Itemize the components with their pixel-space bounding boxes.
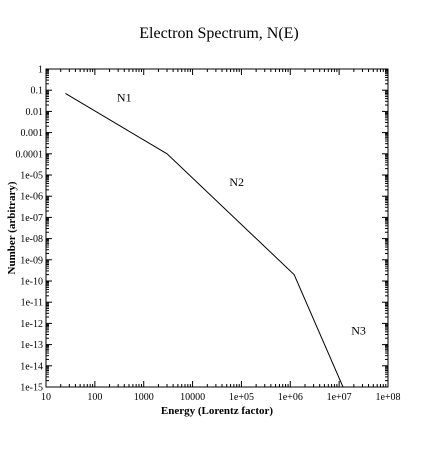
segment-annotation-n2: N2 — [229, 175, 244, 189]
y-tick-label: 1e-05 — [20, 171, 43, 182]
x-tick-label: 100 — [87, 392, 102, 403]
y-axis-ticks — [46, 68, 388, 388]
x-axis-title: Energy (Lorentz factor) — [161, 405, 274, 417]
x-tick-label: 1e+06 — [278, 392, 303, 403]
y-tick-label: 1e-11 — [21, 298, 43, 309]
x-tick-label: 1e+08 — [375, 392, 400, 403]
y-tick-label: 0.0001 — [16, 149, 44, 160]
y-tick-label: 1e-09 — [20, 255, 43, 266]
y-tick-label: 1e-10 — [20, 277, 43, 288]
y-tick-label: 1e-08 — [20, 234, 43, 245]
x-tick-label: 10000 — [180, 392, 205, 403]
chart-title: Electron Spectrum, N(E) — [139, 25, 299, 42]
y-axis-tick-labels: 1 0.1 0.01 0.001 0.0001 1e-05 1e-06 1e-07 1e-08 1… — [16, 65, 44, 394]
x-axis-tick-labels: 10 100 1000 10000 1e+05 1e+06 1e+07 1e+08 — [41, 392, 401, 403]
y-tick-label: 1e-12 — [20, 319, 43, 330]
x-axis-ticks — [45, 69, 389, 387]
series-layer — [65, 93, 344, 388]
segment-annotation-n3: N3 — [351, 323, 366, 337]
x-tick-label: 1e+07 — [327, 392, 352, 403]
y-tick-label: 1e-13 — [20, 340, 43, 351]
x-tick-label: 10 — [41, 392, 51, 403]
y-tick-label: 1e-06 — [20, 192, 43, 203]
y-axis-title: Number (arbitrary) — [6, 181, 18, 274]
x-tick-label: 1e+05 — [229, 392, 254, 403]
y-tick-label: 0.1 — [31, 86, 44, 97]
y-tick-label: 1e-07 — [20, 213, 43, 224]
y-tick-label: 1e-15 — [20, 383, 43, 394]
x-tick-label: 1000 — [134, 392, 154, 403]
y-tick-label: 1e-14 — [20, 361, 43, 372]
annotation-layer: N1 N2 N3 — [117, 90, 366, 337]
y-tick-label: 0.001 — [21, 128, 44, 139]
plot-frame — [45, 68, 389, 388]
y-tick-label: 1 — [38, 65, 43, 76]
spectrum-line — [65, 93, 344, 388]
segment-annotation-n1: N1 — [117, 90, 132, 104]
y-tick-label: 0.01 — [26, 107, 44, 118]
